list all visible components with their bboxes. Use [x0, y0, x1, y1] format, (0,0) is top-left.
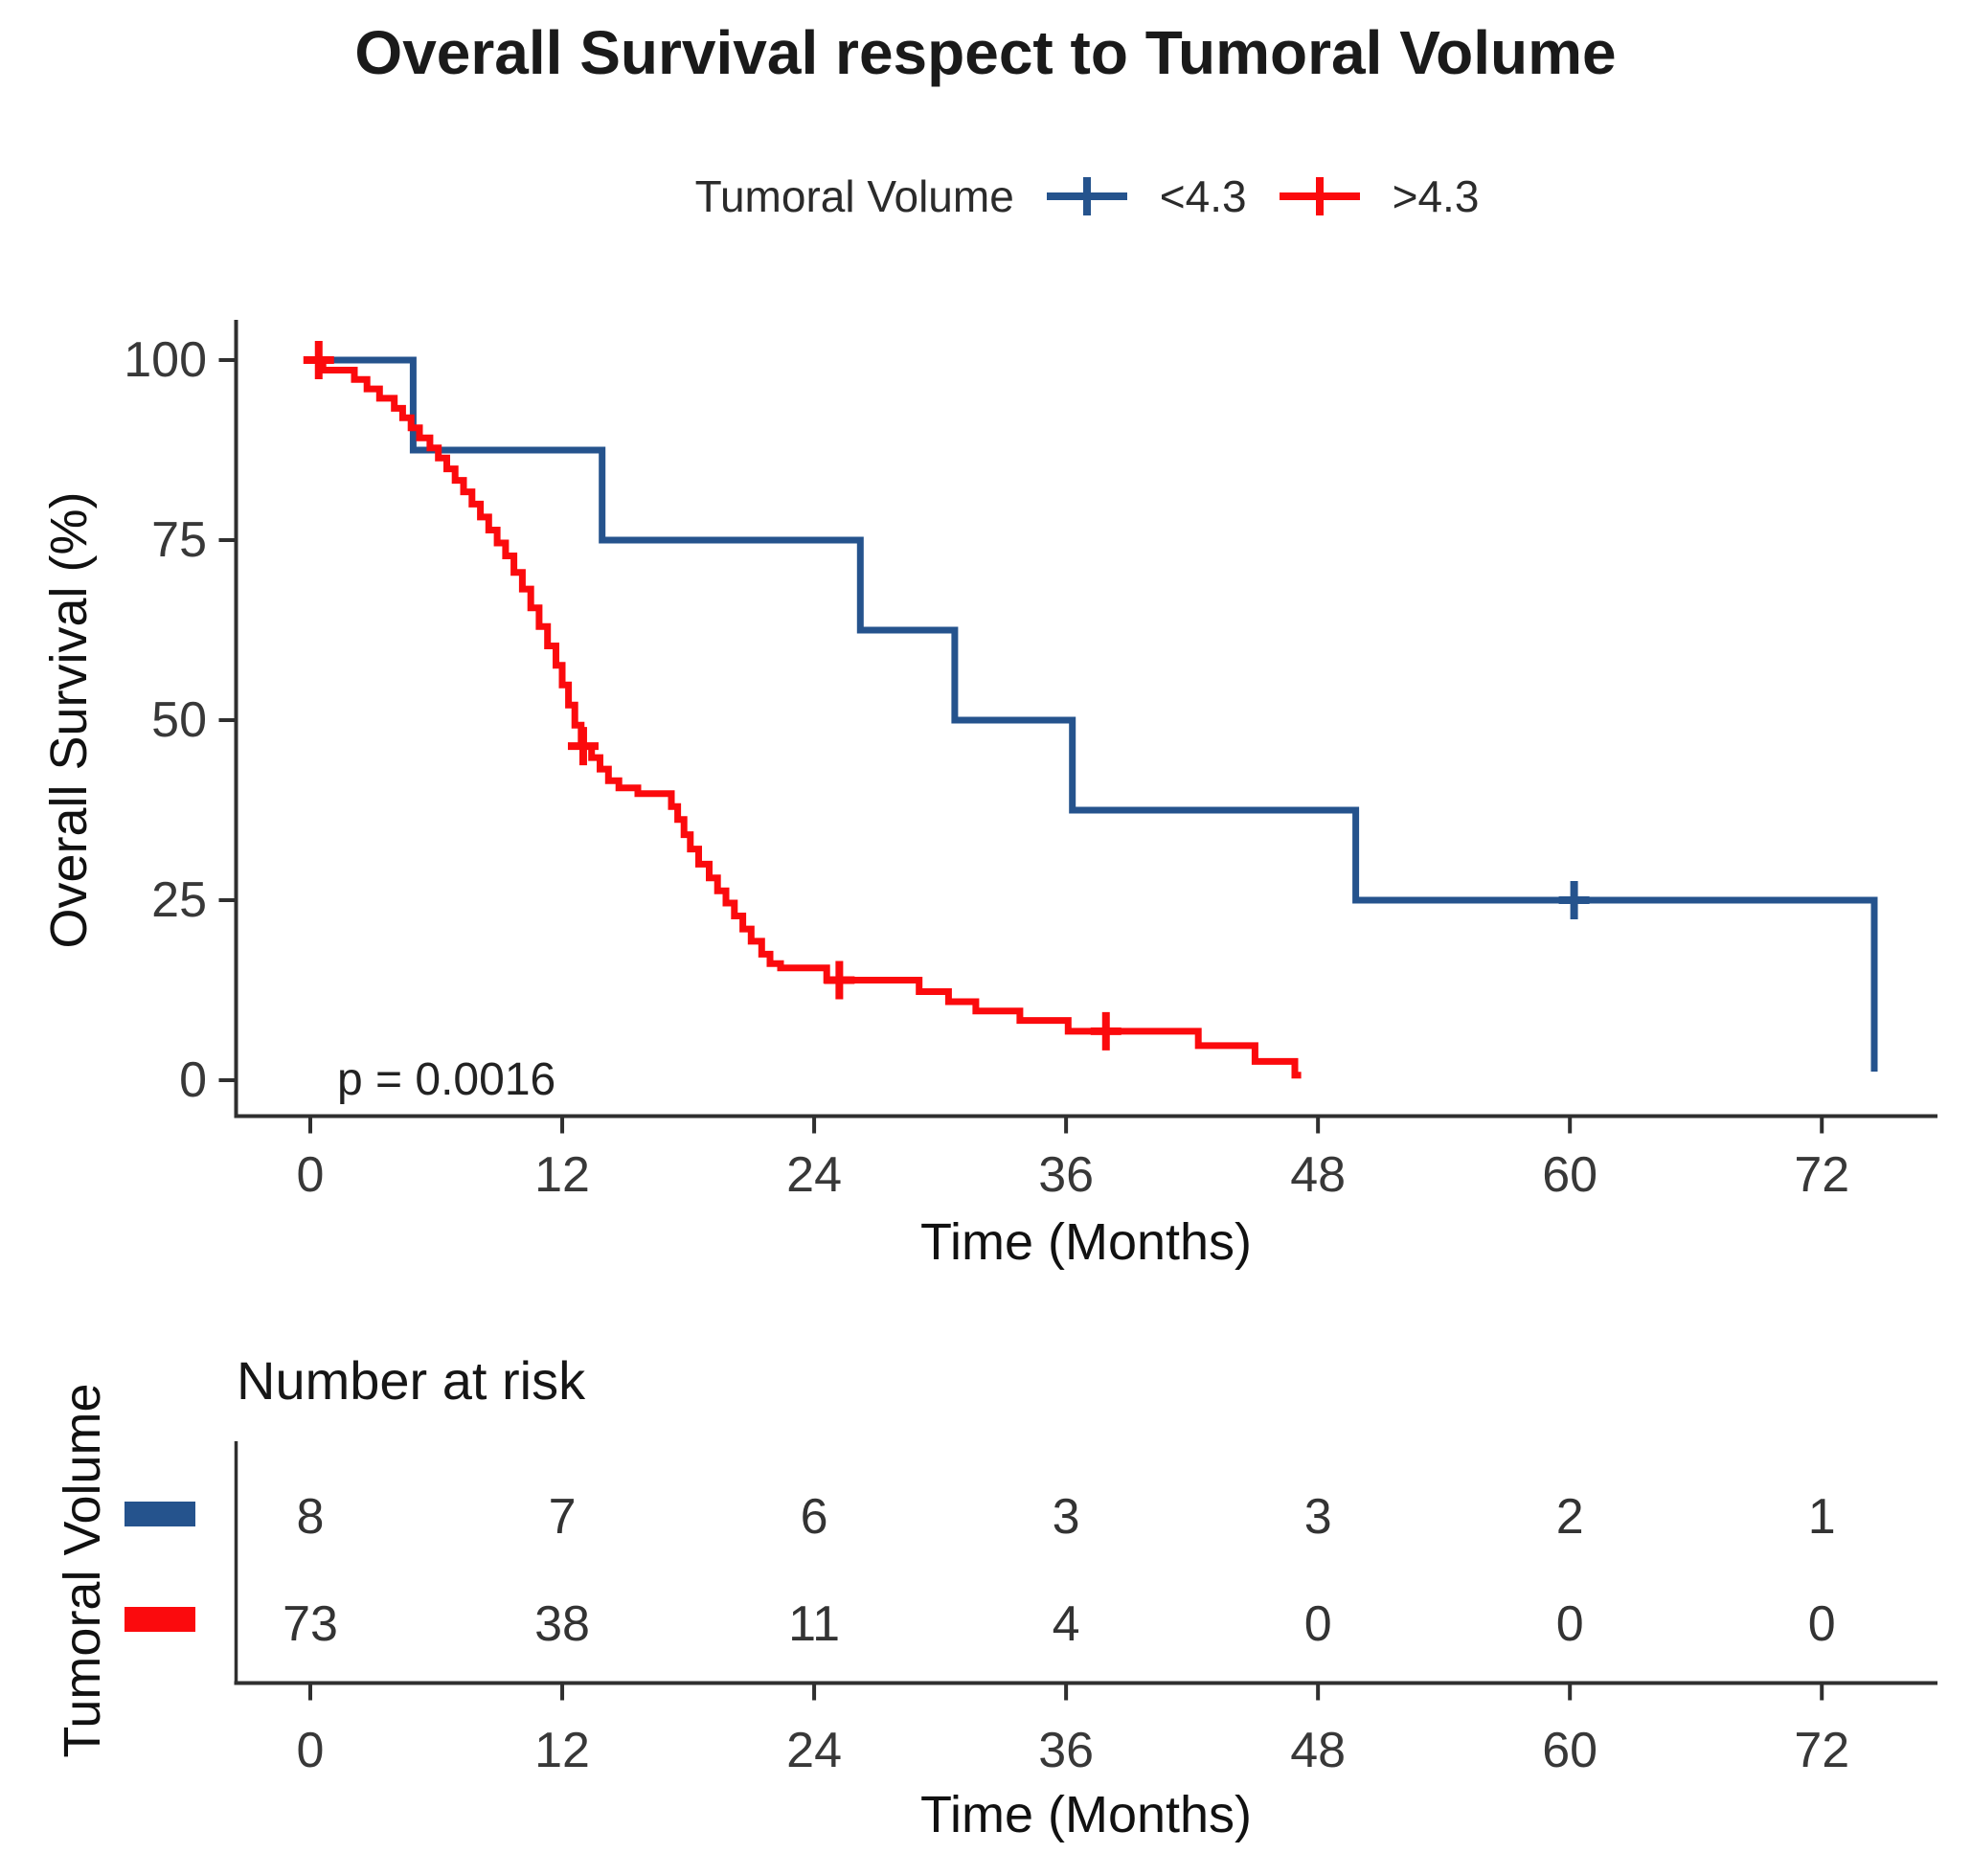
km-step-line — [310, 356, 1302, 1079]
page-title: Overall Survival respect to Tumoral Volu… — [354, 18, 1617, 87]
tick-label: 25 — [151, 872, 207, 928]
risk-table-title: Number at risk — [237, 1350, 586, 1411]
risk-row-swatch-icon — [125, 1607, 195, 1632]
risk-count: 8 — [297, 1489, 325, 1545]
legend-censor-icon — [1082, 177, 1091, 215]
km-step-line — [310, 356, 1878, 1072]
legend-item-lt43: <4.3 — [1159, 171, 1247, 221]
tick-label: 75 — [151, 512, 207, 568]
risk-count: 4 — [1053, 1596, 1080, 1652]
tick-label: 100 — [124, 332, 207, 388]
tick-label: 72 — [1794, 1723, 1849, 1778]
legend-key-lt43-icon — [1046, 173, 1127, 219]
risk-count: 73 — [283, 1596, 338, 1652]
risk-count: 0 — [1304, 1596, 1332, 1652]
legend-key-gt43-icon — [1279, 173, 1360, 219]
risk-count: 3 — [1053, 1489, 1080, 1545]
risk-count: 0 — [1808, 1596, 1836, 1652]
tick-label: 36 — [1038, 1723, 1094, 1778]
tick-label: 24 — [786, 1723, 842, 1778]
plot-axes: 0 25 50 75 100 0 12 24 36 48 60 72 — [124, 320, 1937, 1203]
risk-count: 38 — [534, 1596, 590, 1652]
tick-label: 0 — [297, 1723, 325, 1778]
risk-count: 2 — [1556, 1489, 1584, 1545]
survival-curve-lt43 — [310, 356, 1878, 1072]
risk-count: 1 — [1808, 1489, 1836, 1545]
y-axis-title: Overall Survival (%) — [40, 491, 98, 949]
tick-label: 36 — [1038, 1147, 1094, 1203]
risk-row-swatch-icon — [125, 1502, 195, 1526]
risk-table: 0 12 24 36 48 60 72 8 7 6 3 3 2 1 73 38 11 4 0 0 0 — [125, 1441, 1937, 1778]
tick-label: 12 — [534, 1147, 590, 1203]
legend-item-gt43: >4.3 — [1392, 171, 1480, 221]
risk-table-row: 8 7 6 3 3 2 1 — [125, 1489, 1836, 1545]
risk-count: 3 — [1304, 1489, 1332, 1545]
legend-censor-icon — [1315, 177, 1324, 215]
risk-count: 6 — [801, 1489, 828, 1545]
risk-count: 11 — [788, 1596, 840, 1652]
tick-label: 60 — [1542, 1147, 1597, 1203]
tick-label: 24 — [786, 1147, 842, 1203]
p-value-annotation: p = 0.0016 — [337, 1054, 556, 1105]
tick-label: 0 — [179, 1052, 207, 1108]
tick-label: 72 — [1794, 1147, 1849, 1203]
survival-curve-gt43 — [303, 341, 1302, 1079]
risk-table-y-title: Tumoral Volume — [54, 1383, 111, 1758]
x-axis-title: Time (Months) — [919, 1213, 1253, 1271]
risk-count: 7 — [549, 1489, 577, 1545]
tick-label: 50 — [151, 692, 207, 748]
legend-title: Tumoral Volume — [694, 171, 1014, 221]
risk-count: 0 — [1556, 1596, 1584, 1652]
risk-table-x-title: Time (Months) — [919, 1786, 1253, 1843]
legend: Tumoral Volume <4.3 >4.3 — [0, 170, 1971, 222]
risk-table-row: 73 38 11 4 0 0 0 — [125, 1596, 1836, 1652]
tick-label: 60 — [1542, 1723, 1597, 1778]
tick-label: 0 — [297, 1147, 325, 1203]
tick-label: 48 — [1290, 1147, 1346, 1203]
tick-label: 12 — [534, 1723, 590, 1778]
tick-label: 48 — [1290, 1723, 1346, 1778]
